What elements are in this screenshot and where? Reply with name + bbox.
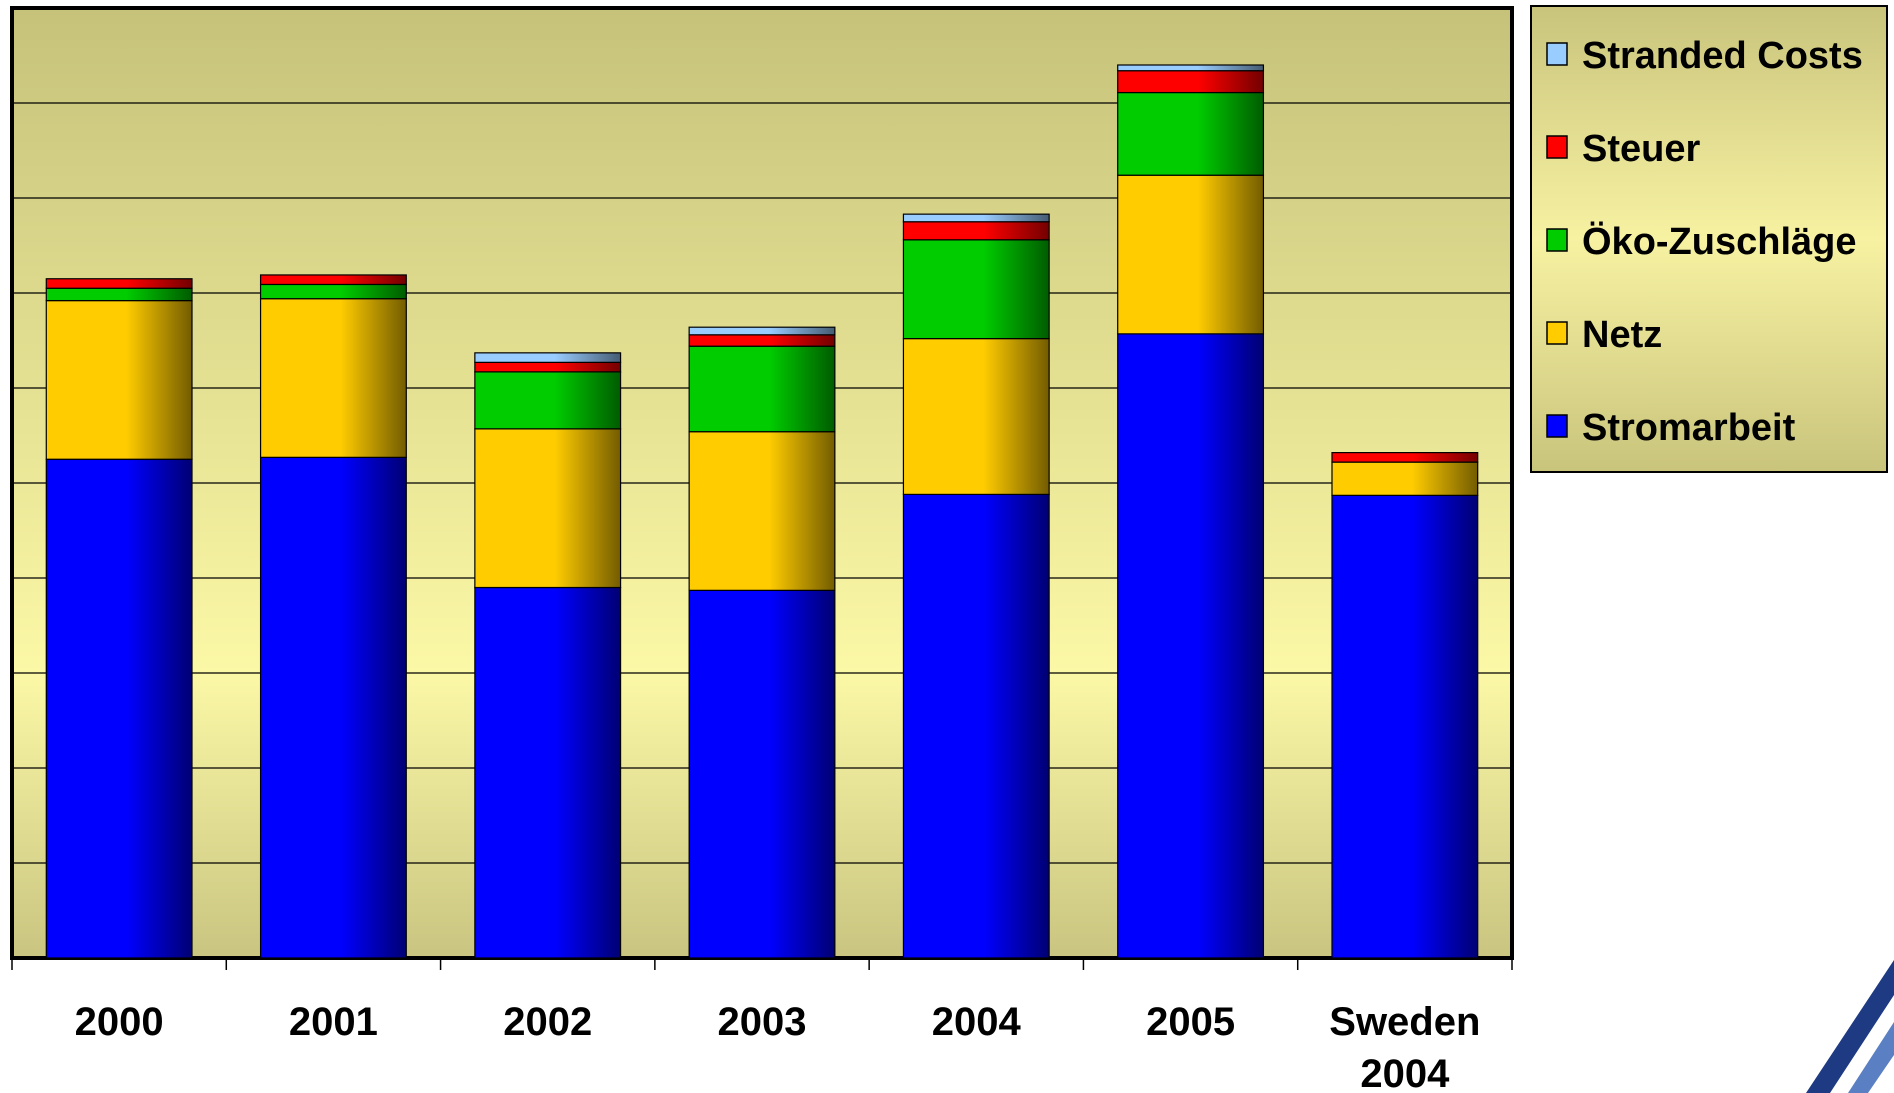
bar-segment <box>1117 333 1265 959</box>
bar-segment <box>259 456 407 959</box>
bar-segment <box>474 352 622 363</box>
legend-label: Stranded Costs <box>1582 35 1863 77</box>
x-tick-label: 2002 <box>503 1000 592 1044</box>
bar-segment <box>45 278 193 289</box>
category-labels: 2000 2001 2002 2003 2004 2005 Sweden 2004 <box>75 1000 1481 1093</box>
bar-segment <box>902 213 1050 223</box>
bar-segment <box>259 283 407 300</box>
bar-segment <box>1331 461 1479 496</box>
bar-segment <box>902 221 1050 241</box>
legend-swatch <box>1546 42 1568 66</box>
x-tick-label: 2000 <box>75 1000 164 1044</box>
x-axis <box>11 958 1513 970</box>
bar-segment <box>902 338 1050 496</box>
bar-segment <box>688 334 836 347</box>
bar-segment <box>902 239 1050 340</box>
bar-segment <box>474 586 622 959</box>
bar-segment <box>1117 91 1265 176</box>
bar-segment <box>1331 494 1479 959</box>
bars <box>45 64 1479 959</box>
legend-label: Stromarbeit <box>1582 407 1796 449</box>
bar-segment <box>259 274 407 286</box>
bar-segment <box>902 493 1050 959</box>
x-tick-label: Sweden 2004 <box>1329 1000 1480 1093</box>
bar-segment <box>1117 64 1265 72</box>
legend-swatch <box>1546 228 1568 252</box>
bar-segment <box>688 589 836 959</box>
bar-segment <box>688 326 836 336</box>
bar-segment <box>688 431 836 591</box>
bar-segment <box>474 371 622 430</box>
bar-segment <box>1117 70 1265 94</box>
bar-segment <box>45 287 193 302</box>
bar-segment <box>688 345 836 433</box>
bar-segment <box>259 298 407 458</box>
legend-swatch <box>1546 414 1568 438</box>
bar-segment <box>474 428 622 589</box>
legend-box <box>1530 5 1888 473</box>
bar-segment <box>1331 452 1479 463</box>
x-tick-label: 2001 <box>289 1000 378 1044</box>
legend-label: Öko-Zuschläge <box>1582 220 1857 263</box>
bar-segment <box>45 300 193 460</box>
triangle-logo-icon <box>1806 960 1894 1093</box>
bar-segment <box>474 361 622 373</box>
x-tick-label: 2003 <box>718 1000 807 1044</box>
legend-swatch <box>1546 321 1568 345</box>
x-tick-label: 2005 <box>1146 1000 1235 1044</box>
bar-segment <box>45 458 193 959</box>
bar-segment <box>1117 174 1265 335</box>
x-tick-label: 2004 <box>932 1000 1022 1044</box>
legend-label: Steuer <box>1582 128 1700 170</box>
legend: Stranded Costs Steuer Öko-Zuschläge Netz Str… <box>1530 5 1888 473</box>
legend-label: Netz <box>1582 314 1662 356</box>
legend-swatch <box>1546 135 1568 159</box>
